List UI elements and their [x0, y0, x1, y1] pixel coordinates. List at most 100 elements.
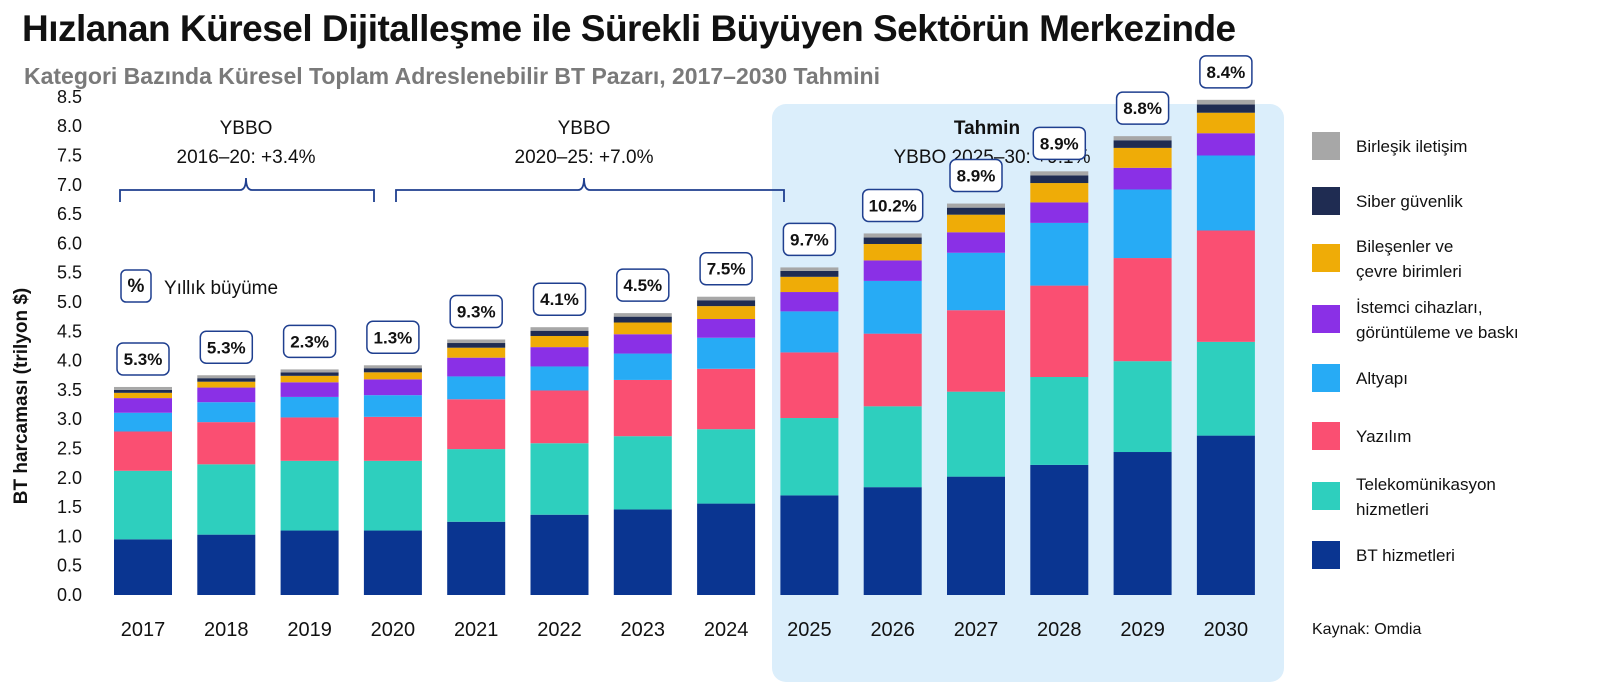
- bar-communications-2030: [1196, 99, 1255, 105]
- bar-security-2024: [697, 300, 756, 307]
- bar-infrastructure-2028: [1030, 222, 1089, 286]
- legend-item-client-devices: İstemci cihazları, görüntüleme ve baskı: [1312, 298, 1519, 342]
- y-axis-label: BT harcaması (trilyon $): [11, 288, 32, 504]
- bar-infrastructure-2023: [613, 353, 672, 380]
- legend-label: Telekomünikasyon hizmetleri: [1356, 475, 1496, 519]
- bar-components-2029: [1113, 147, 1172, 168]
- bar-it-services-2029: [1113, 452, 1172, 595]
- bar-telecom-2017: [114, 470, 172, 540]
- legend-label: Altyapı: [1356, 369, 1408, 388]
- bar-components-2023: [613, 322, 672, 335]
- bar-stack-group: [114, 99, 1255, 595]
- x-axis: 2017 2018 2019 2020 2021 2022 2023 2024 2025 2026…: [121, 619, 1248, 641]
- growth-label-box: [1199, 55, 1253, 89]
- bar-software-2021: [447, 399, 506, 450]
- bar-client-devices-2027: [947, 232, 1005, 253]
- legend-swatch: [1312, 422, 1340, 450]
- bar-it-services-2026: [863, 487, 922, 595]
- bar-it-services-2030: [1196, 435, 1255, 595]
- bar-components-2021: [447, 347, 506, 358]
- growth-label: 1.3%: [374, 328, 413, 347]
- bar-communications-2024: [697, 296, 756, 301]
- growth-legend-label: Yıllık büyüme: [164, 278, 278, 299]
- legend-item-software: Yazılım: [1312, 422, 1411, 450]
- legend-swatch: [1312, 482, 1340, 510]
- bar-components-2026: [863, 243, 922, 261]
- y-tick-label: 2.0: [57, 468, 82, 488]
- bar-client-devices-2029: [1113, 167, 1172, 190]
- bar-communications-2023: [613, 313, 672, 317]
- chart-title: Hızlanan Küresel Dijitalleşme ile Sürekl…: [22, 8, 1236, 49]
- bar-it-services-2021: [447, 521, 506, 595]
- bar-stack-2024: [697, 296, 756, 595]
- bar-client-devices-2022: [530, 347, 589, 367]
- legend: Birleşik iletişim Siber güvenlik Bileşenle…: [1312, 132, 1519, 569]
- bar-communications-2028: [1030, 171, 1089, 176]
- bar-infrastructure-2026: [863, 280, 922, 334]
- bar-security-2022: [530, 330, 589, 336]
- bar-infrastructure-2021: [447, 376, 506, 400]
- bar-software-2030: [1196, 230, 1255, 342]
- bar-it-services-2020: [363, 530, 422, 595]
- bar-software-2026: [863, 333, 922, 407]
- bar-components-2025: [780, 276, 839, 293]
- bar-communications-2022: [530, 327, 589, 331]
- bar-client-devices-2026: [863, 260, 922, 281]
- y-tick-label: 0.5: [57, 556, 82, 576]
- growth-label: 8.9%: [957, 167, 996, 186]
- bar-client-devices-2028: [1030, 202, 1089, 223]
- bar-infrastructure-2027: [947, 252, 1005, 311]
- bar-telecom-2019: [280, 460, 339, 531]
- bar-components-2017: [114, 392, 172, 399]
- bar-communications-2018: [197, 375, 256, 379]
- bar-client-devices-2017: [114, 398, 172, 413]
- bar-stack-2017: [114, 386, 172, 595]
- bar-client-devices-2018: [197, 387, 256, 403]
- bar-software-2017: [114, 431, 172, 471]
- growth-label-box: [199, 330, 254, 364]
- y-tick-label: 4.5: [57, 321, 82, 341]
- bar-security-2026: [863, 237, 922, 244]
- x-tick-label: 2029: [1120, 619, 1165, 641]
- bar-software-2024: [697, 368, 756, 430]
- y-tick-label: 5.0: [57, 292, 82, 312]
- legend-item-communications: Birleşik iletişim: [1312, 132, 1467, 160]
- bar-stack-2028: [1030, 171, 1089, 595]
- bar-telecom-2020: [363, 460, 422, 531]
- bar-components-2020: [363, 372, 422, 380]
- y-tick-label: 3.5: [57, 380, 82, 400]
- y-tick-label: 8.0: [57, 116, 82, 136]
- bar-it-services-2017: [114, 539, 172, 595]
- growth-label-box: [1032, 126, 1087, 161]
- bar-stack-2020: [363, 365, 422, 595]
- growth-legend-symbol: %: [128, 276, 145, 297]
- y-tick-label: 7.5: [57, 146, 82, 166]
- bar-it-services-2024: [697, 503, 756, 595]
- bar-client-devices-2019: [280, 382, 339, 397]
- period-1-cagr: 2016–20: +3.4%: [177, 147, 316, 168]
- bar-security-2018: [197, 378, 256, 382]
- bar-security-2028: [1030, 175, 1089, 184]
- legend-item-it-services: BT hizmetleri: [1312, 541, 1455, 569]
- legend-swatch: [1312, 364, 1340, 392]
- bar-communications-2021: [447, 339, 506, 344]
- bar-telecom-2028: [1030, 377, 1089, 465]
- period-2-brace: [395, 177, 785, 202]
- legend-label: Birleşik iletişim: [1356, 137, 1467, 156]
- legend-label: BT hizmetleri: [1356, 546, 1455, 565]
- legend-label: Siber güvenlik: [1356, 192, 1463, 211]
- source-note: Kaynak: Omdia: [1312, 621, 1421, 638]
- x-tick-label: 2021: [454, 619, 499, 641]
- legend-label: İstemci cihazları, görüntüleme ve baskı: [1356, 298, 1519, 342]
- bar-security-2021: [447, 343, 506, 348]
- bar-components-2027: [947, 214, 1005, 233]
- bar-components-2022: [530, 335, 589, 348]
- bar-it-services-2018: [197, 534, 256, 595]
- bar-communications-2025: [780, 267, 839, 271]
- legend-item-security: Siber güvenlik: [1312, 187, 1463, 215]
- x-tick-label: 2022: [537, 619, 582, 641]
- bar-communications-2019: [280, 369, 339, 373]
- bar-telecom-2027: [947, 391, 1005, 477]
- bar-stack-2023: [613, 313, 672, 595]
- period-2-cagr: 2020–25: +7.0%: [515, 147, 654, 168]
